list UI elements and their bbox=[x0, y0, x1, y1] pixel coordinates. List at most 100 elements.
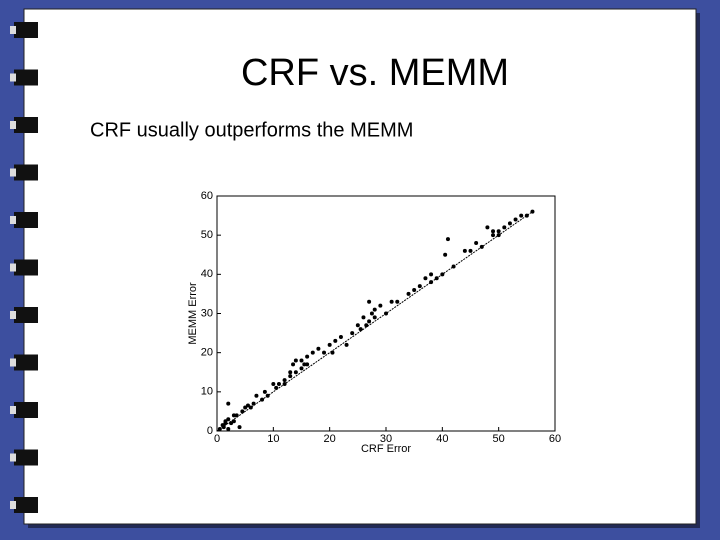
point bbox=[274, 385, 279, 390]
point bbox=[530, 209, 535, 214]
ring bbox=[14, 117, 38, 133]
point bbox=[237, 425, 242, 430]
point bbox=[226, 427, 231, 432]
ring-hole bbox=[10, 501, 16, 509]
point bbox=[372, 307, 377, 312]
point bbox=[262, 389, 267, 394]
point bbox=[229, 421, 234, 426]
point bbox=[316, 346, 321, 351]
point bbox=[364, 323, 369, 328]
y-tick-label: 10 bbox=[201, 386, 213, 398]
point bbox=[443, 252, 448, 257]
point bbox=[367, 319, 372, 324]
ring bbox=[14, 449, 38, 466]
y-tick-label: 60 bbox=[201, 190, 213, 202]
point bbox=[260, 397, 265, 402]
ring-hole bbox=[10, 121, 16, 129]
point bbox=[248, 405, 253, 410]
point bbox=[288, 370, 293, 375]
point bbox=[491, 229, 496, 234]
point bbox=[344, 342, 349, 347]
point bbox=[468, 248, 473, 253]
point bbox=[330, 350, 335, 355]
point bbox=[221, 425, 226, 430]
point bbox=[288, 374, 293, 379]
point bbox=[445, 237, 450, 242]
ring-hole bbox=[10, 358, 16, 367]
point bbox=[243, 405, 248, 410]
point bbox=[395, 299, 400, 304]
point bbox=[358, 327, 363, 332]
point bbox=[372, 315, 377, 320]
x-tick-label: 50 bbox=[493, 433, 505, 445]
point bbox=[496, 233, 501, 238]
point bbox=[434, 276, 439, 281]
x-axis-label: CRF Error bbox=[361, 443, 411, 455]
point bbox=[293, 358, 298, 363]
y-tick-label: 30 bbox=[201, 307, 213, 319]
point bbox=[245, 403, 250, 408]
ring bbox=[14, 164, 38, 181]
point bbox=[299, 366, 304, 371]
ring bbox=[14, 259, 38, 276]
y-tick-label: 50 bbox=[201, 229, 213, 241]
point bbox=[276, 382, 281, 386]
point bbox=[384, 311, 388, 316]
x-tick-label: 0 bbox=[214, 433, 220, 445]
point bbox=[293, 370, 298, 375]
point bbox=[378, 303, 383, 308]
point bbox=[507, 221, 512, 226]
point bbox=[389, 299, 394, 304]
binder-rings bbox=[10, 22, 38, 513]
ring-hole bbox=[10, 406, 16, 414]
ring bbox=[14, 354, 38, 371]
ring-hole bbox=[10, 216, 16, 224]
point bbox=[231, 413, 236, 418]
ring bbox=[14, 497, 38, 513]
point bbox=[305, 354, 310, 359]
point bbox=[327, 342, 332, 347]
point bbox=[251, 401, 256, 406]
x-tick-label: 40 bbox=[436, 433, 448, 445]
point bbox=[462, 248, 467, 253]
x-tick-label: 30 bbox=[380, 433, 392, 445]
point bbox=[254, 393, 259, 398]
point bbox=[491, 233, 496, 238]
y-axis-label: MEMM Error bbox=[187, 282, 199, 345]
point bbox=[302, 362, 307, 367]
point bbox=[226, 401, 231, 406]
point bbox=[406, 291, 411, 296]
x-tick-label: 60 bbox=[549, 433, 561, 445]
ring bbox=[14, 307, 38, 323]
point bbox=[355, 323, 360, 328]
point bbox=[361, 315, 366, 320]
point bbox=[234, 413, 239, 418]
point bbox=[282, 378, 287, 383]
point bbox=[513, 217, 518, 222]
chart: 0 10 20 30 40 50 60 0 10 20 30 40 50 60 CRF Error MEMM … bbox=[187, 190, 561, 455]
point bbox=[226, 417, 231, 422]
point bbox=[451, 264, 456, 269]
point bbox=[519, 213, 524, 218]
y-tick-label: 40 bbox=[201, 268, 213, 280]
point bbox=[479, 244, 484, 249]
point bbox=[217, 427, 222, 432]
point bbox=[474, 241, 479, 245]
point bbox=[502, 225, 507, 230]
ring bbox=[14, 212, 38, 228]
point bbox=[429, 272, 434, 277]
ring-hole bbox=[10, 453, 16, 462]
point bbox=[367, 299, 372, 304]
point bbox=[423, 276, 428, 281]
point bbox=[223, 419, 228, 424]
point bbox=[231, 419, 236, 424]
point bbox=[271, 382, 276, 386]
ring bbox=[14, 402, 38, 418]
point bbox=[350, 331, 355, 336]
ring-hole bbox=[10, 311, 16, 319]
x-tick-label: 10 bbox=[267, 433, 279, 445]
point bbox=[417, 284, 422, 289]
slide-title: CRF vs. MEMM bbox=[241, 52, 509, 94]
